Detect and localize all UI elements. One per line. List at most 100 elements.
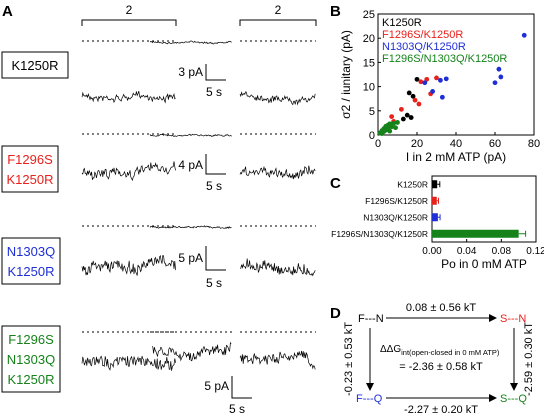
scale-bar-row1: 3 pA 5 s <box>178 64 226 99</box>
edge-bottom-label: -2.27 ± 0.20 kT <box>404 404 478 416</box>
data-point <box>383 123 389 129</box>
y-tick-label: 10 <box>363 82 375 94</box>
row-label-text: N1303Q <box>7 244 55 259</box>
panel-d-letter: D <box>330 305 341 322</box>
category-label: F1296S/N1303Q/K1250R <box>331 229 428 239</box>
row-label-f1296s-k1250r: F1296S K1250R <box>1 145 59 193</box>
bracket-right: 2 <box>239 3 317 26</box>
data-point <box>399 106 404 112</box>
x-tick-label: 60 <box>489 138 501 150</box>
panel-d: D F---N S---N F---Q S---Q 0.08 ± 0.56 kT… <box>330 302 535 416</box>
data-point <box>496 66 502 72</box>
current-trace-right <box>239 91 316 106</box>
scale-bar-y-label: 3 pA <box>178 65 203 79</box>
row-label-n1303q-k1250r: N1303Q K1250R <box>1 237 61 285</box>
legend-entry: K1250R <box>382 17 422 29</box>
data-point <box>395 120 400 125</box>
panel-a-letter: A <box>2 3 13 20</box>
edge-right-label: -2.59 ± 0.30 kT <box>523 322 535 396</box>
current-trace-left <box>81 254 176 276</box>
state-bottom-right: S---Q <box>500 393 527 405</box>
x-tick-label: 0.04 <box>457 246 477 257</box>
scale-bar-y-label: 4 pA <box>178 158 203 172</box>
plot-frame <box>431 175 537 243</box>
data-point <box>422 80 428 86</box>
x-axis-label: I in 2 mM ATP (pA) <box>406 150 506 164</box>
current-trace-left <box>81 161 176 182</box>
y-tick-label: 15 <box>363 57 375 69</box>
row-label-f1296s-n1303q-k1250r: F1296S N1303Q K1250R <box>1 325 61 393</box>
current-trace-right <box>239 165 316 180</box>
panel-b-letter: B <box>330 3 341 20</box>
row-label-text: F1296S <box>7 152 53 167</box>
bracket-right-label: 2 <box>275 3 282 17</box>
data-point <box>439 94 445 100</box>
y-tick-label: 0 <box>369 130 375 142</box>
scale-bar-y-label: 5 pA <box>178 251 203 265</box>
edge-left-label: -0.23 ± 0.53 kT <box>343 322 355 396</box>
ddg-value: = -2.36 ± 0.58 kT <box>399 361 483 373</box>
y-tick-label: 5 <box>369 106 375 118</box>
scale-bar-x-label: 5 s <box>206 276 222 290</box>
state-top-right: S---N <box>500 313 526 325</box>
category-label: K1250R <box>397 179 428 189</box>
data-point <box>498 74 504 80</box>
current-trace-middle <box>149 225 232 229</box>
bar <box>432 180 438 189</box>
y-axis-label: σ2 / iunitary (pA) <box>339 30 353 119</box>
row-label-k1250r: K1250R <box>1 51 69 79</box>
current-trace-left <box>81 90 176 104</box>
x-tick-label: 20 <box>411 138 423 150</box>
row-label-text: K1250R <box>12 58 59 73</box>
row-label-text: N1303Q <box>7 352 55 367</box>
data-point <box>492 80 498 86</box>
bar <box>432 213 438 222</box>
bracket-left: 2 <box>81 3 177 26</box>
x-tick-label: 0.00 <box>422 246 442 257</box>
state-top-left: F---N <box>358 313 384 325</box>
row-label-text: K1250R <box>7 172 54 187</box>
x-tick-label: 0.12 <box>526 246 544 257</box>
data-point <box>418 79 424 85</box>
data-point <box>412 97 418 103</box>
current-trace-middle <box>149 133 232 137</box>
current-trace-middle <box>149 40 232 45</box>
bar <box>432 196 437 205</box>
data-point <box>393 125 398 131</box>
current-trace-left <box>81 355 176 371</box>
data-point <box>521 32 527 38</box>
ddg-label: ΔΔGint(open-closed in 0 mM ATP) <box>380 344 500 357</box>
category-label: N1303Q/K1250R <box>363 212 428 222</box>
legend-entry: F1296S/N1303Q/K1250R <box>382 53 507 65</box>
panel-c-letter: C <box>330 175 341 192</box>
panel-a: A 2 2 K1250R F1296S K1250R N1303Q K1250R… <box>1 3 317 416</box>
x-tick-label: 80 <box>528 138 540 150</box>
row-label-text: K1250R <box>8 372 55 387</box>
data-point <box>404 112 410 118</box>
row-label-text: F1296S <box>8 332 54 347</box>
data-point <box>379 131 385 136</box>
y-tick-label: 25 <box>363 9 375 21</box>
data-point <box>430 89 435 94</box>
data-point <box>438 77 443 83</box>
bracket-left-label: 2 <box>126 3 133 17</box>
scale-bar-row3: 5 pA 5 s <box>178 246 226 290</box>
scale-bar-x-label: 5 s <box>206 179 222 193</box>
legend-entry: N1303Q/K1250R <box>382 41 466 53</box>
panel-b: B 0 20 40 60 80 0 5 10 15 20 25 I in 2 mM ATP (pA) σ… <box>330 3 540 164</box>
ddg-symbol: ΔΔG <box>380 344 401 355</box>
category-label: F1296S/K1250R <box>365 196 428 206</box>
data-point <box>389 114 395 120</box>
data-point <box>387 128 393 134</box>
row-label-text: K1250R <box>8 264 55 279</box>
y-tick-label: 20 <box>363 33 375 45</box>
data-point <box>416 101 422 107</box>
current-trace-right <box>239 258 316 277</box>
scale-bar-x-label: 5 s <box>229 402 245 416</box>
bar <box>432 229 519 238</box>
x-tick-label: 0.08 <box>492 246 512 257</box>
legend-entry: F1296S/K1250R <box>382 29 463 41</box>
current-traces <box>81 40 316 371</box>
scatter-chart: 0 20 40 60 80 0 5 10 15 20 25 I in 2 mM ATP (pA) σ2 … <box>339 9 540 164</box>
